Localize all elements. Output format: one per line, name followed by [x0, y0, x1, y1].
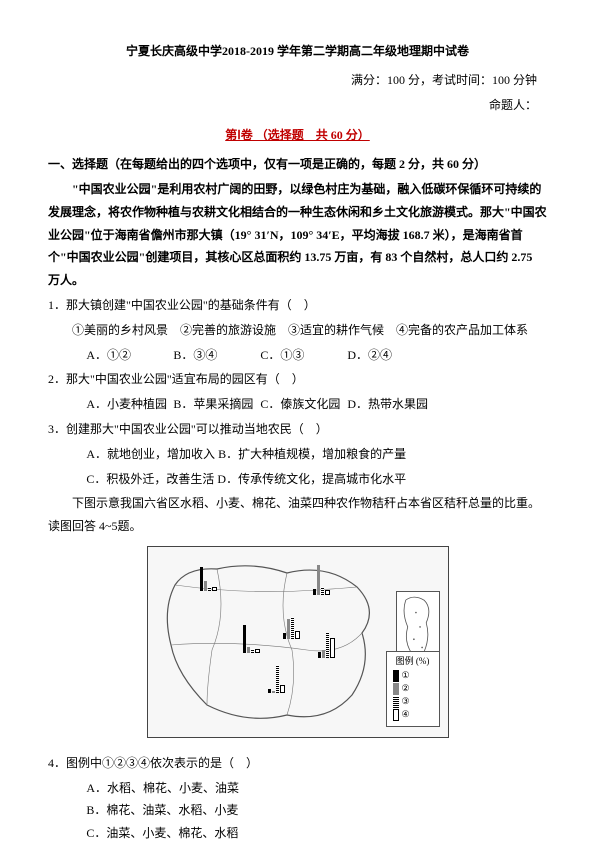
bar-cluster: [313, 565, 330, 595]
legend-swatch-2: [393, 683, 399, 695]
q2-opt-a[interactable]: A．小麦种植园: [86, 393, 170, 416]
exam-meta-score-time: 满分：100 分，考试时间：100 分钟: [48, 69, 547, 92]
legend-label-3: ③: [402, 696, 410, 708]
legend-label-2: ②: [402, 683, 410, 695]
q3-opt-a[interactable]: A．就地创业，增加收入: [86, 443, 215, 466]
q2-opt-d[interactable]: D．热带水果园: [347, 393, 431, 416]
section-1-header: 第Ⅰ卷 （选择题 共 60 分）: [48, 124, 547, 147]
q1-choices-pre: ①美丽的乡村风景 ②完善的旅游设施 ③适宜的耕作气候 ④完备的农产品加工体系: [48, 319, 547, 342]
legend-swatch-1: [393, 670, 399, 682]
q1-stem: 1．那大镇创建"中国农业公园"的基础条件有（ ）: [48, 294, 547, 317]
china-outline: [156, 555, 388, 729]
q4-stem: 4．图例中①②③④依次表示的是（ ）: [48, 752, 547, 775]
q1-opt-c[interactable]: C．①③: [260, 344, 344, 367]
bar-cluster: [200, 567, 217, 591]
q2-stem: 2．那大"中国农业公园"适宜布局的园区有（ ）: [48, 368, 547, 391]
part-heading: 一、选择题（在每题给出的四个选项中，仅有一项是正确的，每题 2 分，共 60 分…: [48, 153, 547, 176]
exam-author: 命题人：: [48, 94, 547, 117]
legend-label-4: ④: [402, 709, 410, 721]
legend-label-1: ①: [402, 670, 410, 682]
q2-opt-c[interactable]: C．傣族文化园: [260, 393, 344, 416]
figure-map: 图例 (%) ① ② ③ ④: [48, 546, 547, 746]
q4-options: A．水稻、棉花、小麦、油菜 B．棉花、油菜、水稻、小麦 C．油菜、小麦、棉花、水…: [86, 777, 547, 845]
passage-1: "中国农业公园"是利用农村广阔的田野，以绿色村庄为基础，融入低碳环保循环可持续的…: [48, 178, 547, 292]
q2-opt-b[interactable]: B．苹果采摘园: [173, 393, 257, 416]
q2-options: A．小麦种植园 B．苹果采摘园 C．傣族文化园 D．热带水果园: [86, 393, 547, 416]
q3-opt-c[interactable]: C．积极外迁，改善生活: [86, 468, 214, 491]
q3-opt-b[interactable]: B．扩大种植规模，增加粮食的产量: [218, 443, 406, 466]
q4-opt-a[interactable]: A．水稻、棉花、小麦、油菜: [86, 777, 547, 800]
q4-opt-b[interactable]: B．棉花、油菜、水稻、小麦: [86, 799, 547, 822]
q1-opt-d[interactable]: D．②④: [347, 344, 431, 367]
q1-options: A．①② B．③④ C．①③ D．②④: [86, 344, 547, 367]
q3-stem: 3．创建那大"中国农业公园"可以推动当地农民（ ）: [48, 418, 547, 441]
map-legend: 图例 (%) ① ② ③ ④: [386, 651, 440, 727]
legend-swatch-4: [393, 709, 399, 721]
q3-options-row1: A．就地创业，增加收入 B．扩大种植规模，增加粮食的产量: [86, 443, 547, 466]
exam-title: 宁夏长庆高级中学2018-2019 学年第二学期高二年级地理期中试卷: [48, 40, 547, 63]
passage-2: 下图示意我国六省区水稻、小麦、棉花、油菜四种农作物秸秆占本省区秸秆总量的比重。读…: [48, 492, 547, 538]
bar-cluster: [243, 625, 260, 653]
legend-swatch-3: [393, 696, 399, 708]
q3-opt-d[interactable]: D．传承传统文化，提高城市化水平: [217, 468, 406, 491]
q3-options-row2: C．积极外迁，改善生活 D．传承传统文化，提高城市化水平: [86, 468, 547, 491]
china-map-box: 图例 (%) ① ② ③ ④: [147, 546, 449, 738]
bar-cluster: [283, 617, 300, 639]
legend-title: 图例 (%): [393, 656, 433, 668]
q1-opt-b[interactable]: B．③④: [173, 344, 257, 367]
bar-cluster: [318, 632, 335, 658]
bar-cluster: [268, 665, 285, 693]
q1-opt-a[interactable]: A．①②: [86, 344, 170, 367]
